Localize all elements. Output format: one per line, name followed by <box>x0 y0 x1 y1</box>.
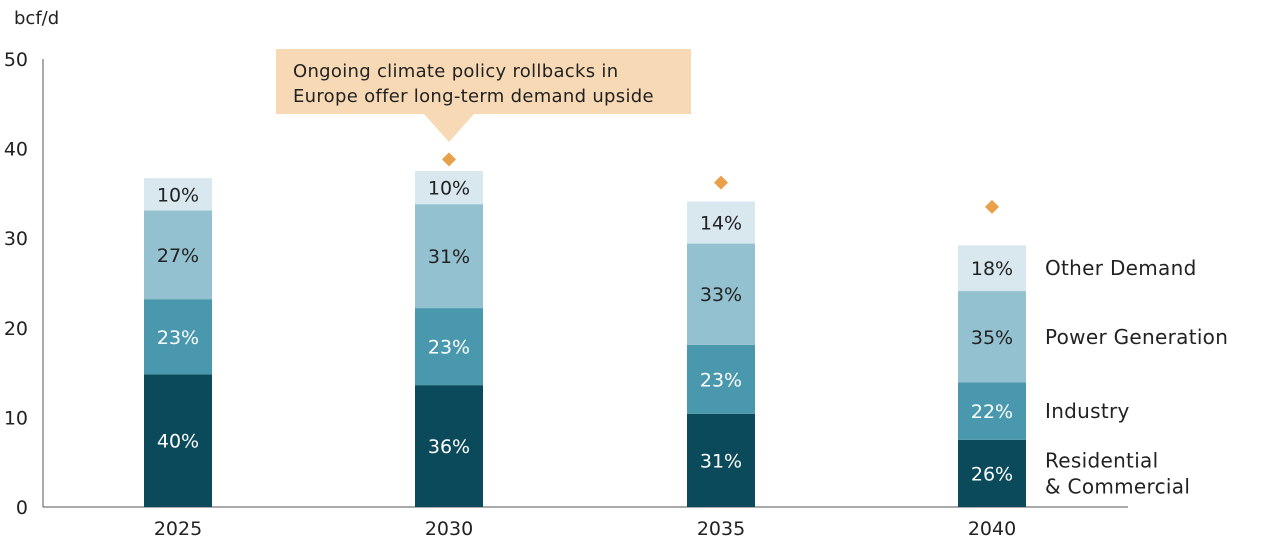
bar-segment-label: 31% <box>428 246 470 268</box>
y-tick-label: 20 <box>4 318 28 340</box>
x-tick-label: 2040 <box>968 518 1016 540</box>
callout-box <box>276 49 691 142</box>
bar-segment-label: 23% <box>157 327 199 349</box>
bar-segment-label: 23% <box>700 369 742 391</box>
bar-segment <box>958 382 1026 440</box>
bar-segment-label: 18% <box>971 258 1013 280</box>
bar-segment-label: 26% <box>971 463 1013 485</box>
y-tick-label: 0 <box>16 497 28 519</box>
x-tick-label: 2035 <box>697 518 745 540</box>
bar-segment <box>958 245 1026 292</box>
bar-segment <box>144 299 212 375</box>
bar-segment <box>958 439 1026 507</box>
bar-segment-label: 31% <box>700 450 742 472</box>
bar-segment <box>415 385 483 507</box>
x-tick-label: 2025 <box>154 518 202 540</box>
bar-segment-label: 10% <box>157 184 199 206</box>
bar-segment <box>415 308 483 386</box>
bar-segment <box>958 291 1026 383</box>
legend-entry: & Commercial <box>1045 474 1190 498</box>
bar-segment-label: 35% <box>971 327 1013 349</box>
legend-entry: Residential <box>1045 448 1158 472</box>
bar-segment-label: 23% <box>428 337 470 359</box>
legend-entry: Other Demand <box>1045 256 1197 280</box>
demand-upside-marker <box>714 175 728 190</box>
demand-upside-marker <box>985 199 999 214</box>
bar-segment <box>144 374 212 507</box>
bar-segment-label: 14% <box>700 213 742 235</box>
y-tick-label: 10 <box>4 407 28 429</box>
y-tick-label: 30 <box>4 228 28 250</box>
bar-segment <box>687 413 755 507</box>
bar-segment <box>415 171 483 205</box>
bar-segment <box>687 344 755 414</box>
legend-entry: Industry <box>1045 399 1130 423</box>
callout-text-line: Europe offer long-term demand upside <box>293 86 654 107</box>
bar-segment <box>415 204 483 309</box>
bar-segment <box>144 178 212 211</box>
x-tick-label: 2030 <box>425 518 473 540</box>
bar-segment <box>144 210 212 300</box>
bar-segment-label: 33% <box>700 284 742 306</box>
demand-upside-marker <box>442 152 456 167</box>
y-tick-label: 40 <box>4 139 28 161</box>
legend-entry: Power Generation <box>1045 325 1228 349</box>
bar-segment-label: 22% <box>971 401 1013 423</box>
bar-segment <box>687 243 755 345</box>
bar-segment <box>687 201 755 244</box>
bar-segment-label: 27% <box>157 245 199 267</box>
bar-segment-label: 36% <box>428 436 470 458</box>
y-axis-unit-label: bcf/d <box>14 8 59 29</box>
bar-segment-label: 40% <box>157 431 199 453</box>
callout-text-line: Ongoing climate policy rollbacks in <box>293 61 618 82</box>
bar-segment-label: 10% <box>428 178 470 200</box>
y-tick-label: 50 <box>4 49 28 71</box>
